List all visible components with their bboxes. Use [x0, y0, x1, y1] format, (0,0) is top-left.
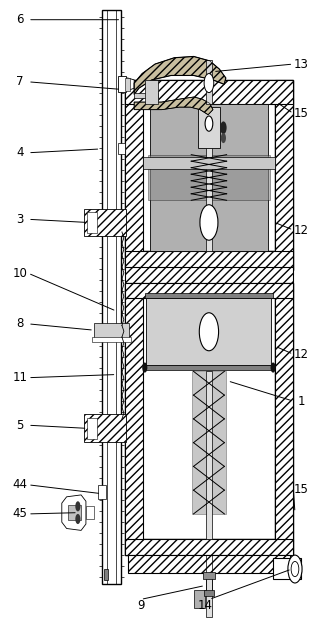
Bar	[84, 415, 126, 443]
Bar	[124, 251, 293, 270]
Bar	[198, 107, 220, 149]
Polygon shape	[121, 78, 134, 91]
Bar	[143, 298, 275, 539]
Polygon shape	[134, 57, 226, 95]
Bar	[118, 76, 126, 92]
Bar	[143, 157, 275, 169]
Bar	[87, 211, 97, 233]
Bar	[275, 283, 293, 555]
Circle shape	[75, 501, 80, 511]
Bar	[148, 155, 270, 200]
Polygon shape	[134, 97, 213, 115]
Text: 3: 3	[16, 213, 24, 226]
Bar	[124, 80, 143, 270]
Text: 14: 14	[197, 599, 213, 612]
Circle shape	[291, 561, 299, 577]
Bar	[124, 80, 293, 104]
Text: 13: 13	[294, 58, 309, 70]
Text: 7: 7	[16, 76, 24, 88]
Bar	[92, 337, 131, 342]
Bar	[206, 149, 212, 251]
Bar	[124, 283, 293, 298]
Text: 6: 6	[16, 13, 24, 26]
Bar	[145, 80, 158, 104]
Bar	[98, 485, 106, 498]
Circle shape	[205, 116, 213, 131]
Circle shape	[204, 74, 214, 93]
Bar	[193, 590, 205, 608]
Circle shape	[142, 363, 147, 373]
Text: 45: 45	[13, 507, 27, 521]
Circle shape	[75, 514, 80, 524]
Circle shape	[220, 121, 227, 134]
Bar	[86, 506, 94, 519]
Bar	[203, 572, 215, 579]
Bar	[124, 283, 143, 555]
Bar	[104, 569, 109, 580]
Circle shape	[221, 133, 226, 143]
Bar	[146, 298, 272, 365]
Bar	[206, 371, 212, 539]
Text: 12: 12	[294, 224, 309, 237]
Bar	[124, 80, 293, 270]
Bar	[124, 283, 293, 555]
Circle shape	[200, 204, 218, 240]
Bar	[143, 104, 275, 251]
Bar	[206, 60, 212, 104]
Text: 44: 44	[13, 478, 27, 491]
Bar	[273, 558, 301, 579]
Bar	[134, 93, 158, 98]
Text: 8: 8	[16, 318, 24, 330]
Bar	[87, 418, 97, 439]
Bar	[94, 323, 129, 338]
Bar	[118, 143, 124, 154]
Text: 5: 5	[16, 418, 24, 432]
Text: 15: 15	[294, 483, 309, 497]
Text: 9: 9	[137, 599, 144, 612]
Bar	[125, 78, 130, 91]
Bar	[150, 104, 268, 251]
Bar	[102, 10, 121, 584]
Circle shape	[271, 363, 276, 373]
Bar	[124, 267, 293, 283]
Bar	[145, 365, 273, 370]
Text: 4: 4	[16, 146, 24, 159]
Circle shape	[288, 555, 302, 583]
Bar	[192, 371, 226, 514]
Bar	[84, 208, 126, 236]
Bar	[275, 80, 293, 270]
Bar	[128, 555, 290, 573]
Text: 11: 11	[13, 371, 27, 384]
Circle shape	[199, 313, 219, 351]
Bar	[124, 539, 293, 555]
Text: 15: 15	[294, 107, 309, 120]
Bar	[204, 590, 214, 596]
Text: 10: 10	[13, 267, 27, 279]
Bar	[145, 293, 273, 298]
Bar	[206, 573, 212, 617]
Bar	[68, 505, 81, 520]
Text: 1: 1	[298, 394, 305, 408]
Text: 12: 12	[294, 348, 309, 361]
Polygon shape	[62, 495, 86, 530]
